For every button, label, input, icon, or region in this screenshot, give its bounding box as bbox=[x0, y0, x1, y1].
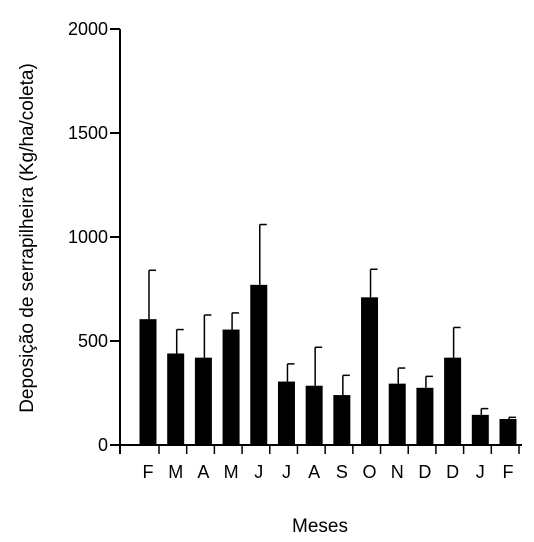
x-tick-label: M bbox=[224, 462, 239, 482]
x-tick-label: F bbox=[143, 462, 154, 482]
bars-layer bbox=[139, 223, 517, 445]
x-tick-label: O bbox=[363, 462, 377, 482]
x-tick-label: J bbox=[476, 462, 485, 482]
bar bbox=[416, 387, 434, 445]
y-tick-label: 0 bbox=[98, 435, 108, 455]
y-tick-label: 1500 bbox=[68, 123, 108, 143]
x-tick-label: N bbox=[391, 462, 404, 482]
bar bbox=[194, 357, 212, 445]
x-tick-label: A bbox=[197, 462, 209, 482]
bar bbox=[361, 297, 379, 445]
y-ticks: 0 500 1000 1500 2000 bbox=[68, 19, 120, 455]
x-tick-label: F bbox=[503, 462, 514, 482]
y-axis-title: Deposição de serrapilheira (Kg/ha/coleta… bbox=[17, 63, 38, 413]
bar bbox=[277, 381, 295, 445]
bar bbox=[499, 419, 517, 445]
x-tick-label: D bbox=[446, 462, 459, 482]
x-axis-title: Meses bbox=[292, 516, 348, 537]
bar bbox=[444, 357, 462, 445]
y-tick-label: 2000 bbox=[68, 19, 108, 39]
x-tick-label: D bbox=[418, 462, 431, 482]
x-tick-label: A bbox=[308, 462, 320, 482]
bar bbox=[471, 414, 489, 445]
bar bbox=[305, 385, 323, 445]
bar bbox=[167, 353, 185, 445]
x-tick-label: M bbox=[168, 462, 183, 482]
bar bbox=[250, 284, 268, 445]
axes-layer bbox=[110, 29, 522, 454]
bar bbox=[139, 319, 157, 445]
bar bbox=[333, 395, 351, 445]
x-tick-label: S bbox=[336, 462, 348, 482]
bar bbox=[222, 329, 240, 445]
x-tick-label: J bbox=[282, 462, 291, 482]
bar bbox=[388, 383, 406, 445]
x-tick-label: J bbox=[254, 462, 263, 482]
y-tick-label: 500 bbox=[78, 331, 108, 351]
y-tick-label: 1000 bbox=[68, 227, 108, 247]
